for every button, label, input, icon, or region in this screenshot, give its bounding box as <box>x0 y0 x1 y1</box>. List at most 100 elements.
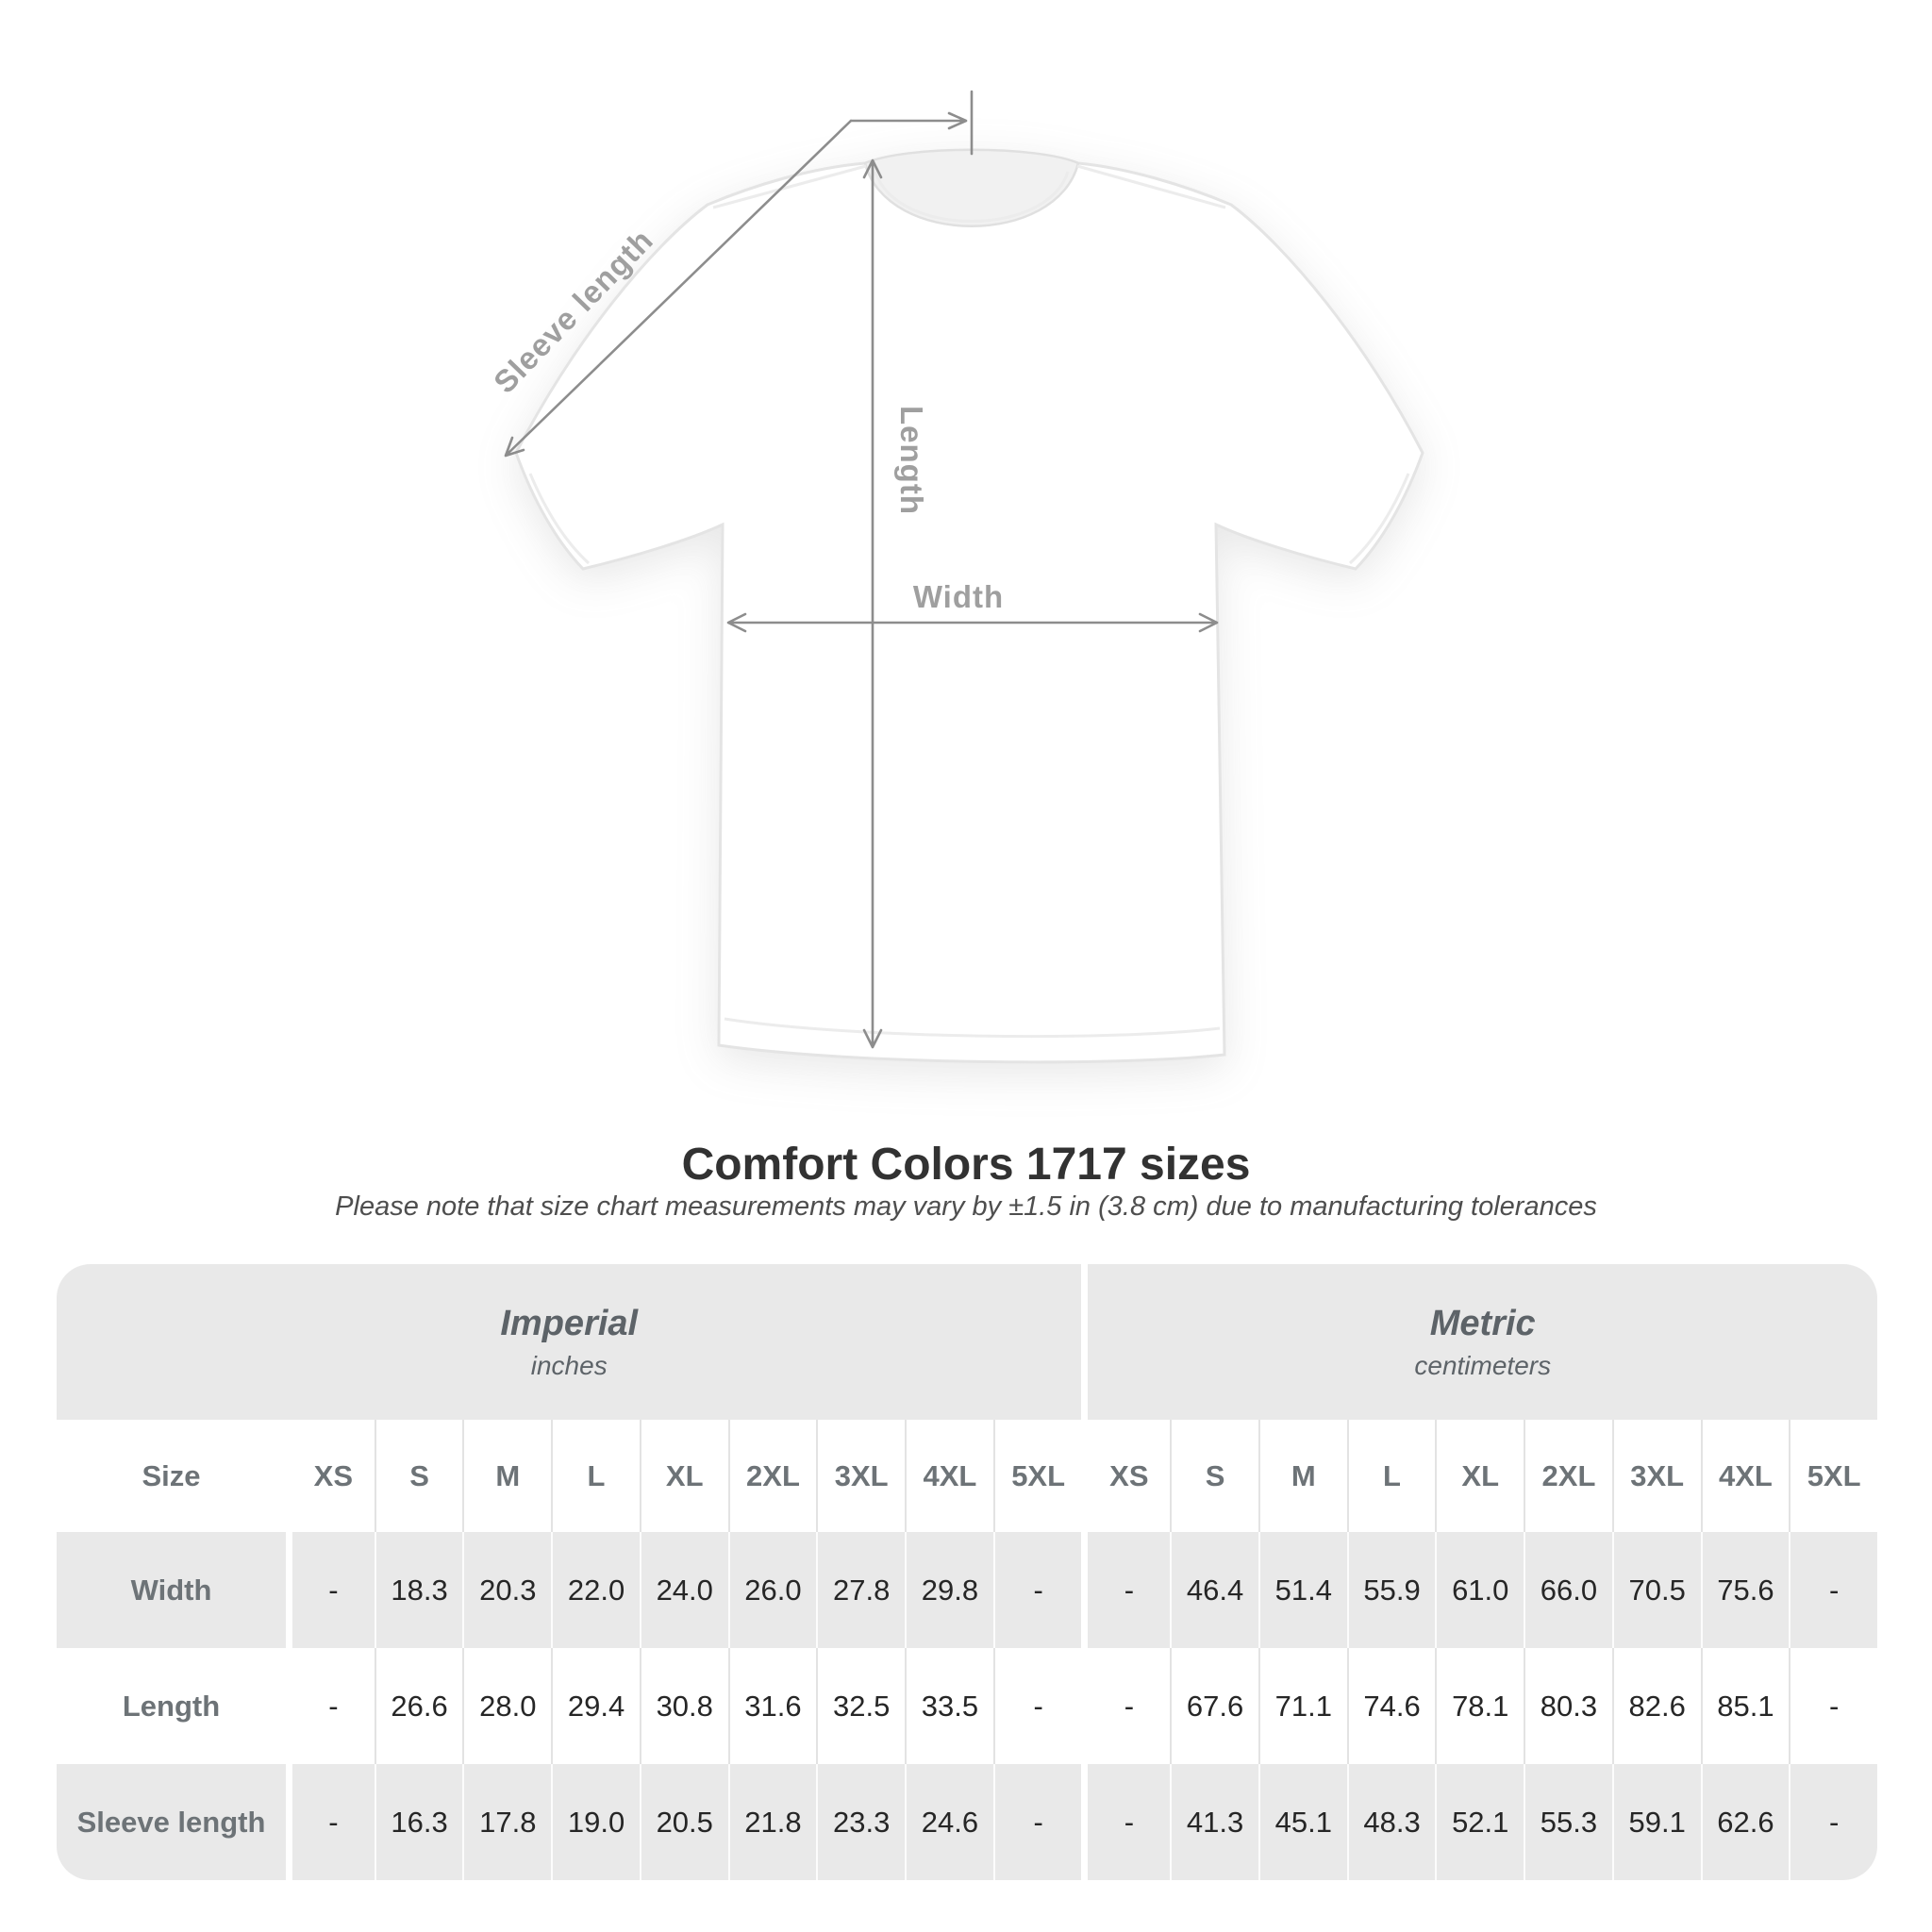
size-value-cell: - <box>1081 1764 1171 1880</box>
length-label: Length <box>894 406 929 515</box>
size-value-cell: 45.1 <box>1257 1764 1347 1880</box>
size-value-cell: 67.6 <box>1170 1648 1258 1764</box>
size-value-cell: 23.3 <box>816 1764 906 1880</box>
size-header-cell: L <box>551 1420 640 1532</box>
size-value-cell: 16.3 <box>374 1764 463 1880</box>
size-value-cell: 59.1 <box>1611 1764 1701 1880</box>
size-value-cell: 66.0 <box>1524 1532 1612 1648</box>
size-value-cell: 70.5 <box>1611 1532 1701 1648</box>
metric-section-header: Metric centimeters <box>1081 1264 1877 1420</box>
size-header-cell: 2XL <box>727 1420 817 1532</box>
size-header-cell: 5XL <box>992 1420 1082 1532</box>
size-value-cell: 27.8 <box>816 1532 906 1648</box>
size-value-cell: 24.0 <box>639 1532 728 1648</box>
right-sleeve-stitching <box>1348 473 1410 565</box>
size-value-cell: 30.8 <box>639 1648 728 1764</box>
size-value-cell: - <box>286 1532 375 1648</box>
size-value-cell: - <box>992 1532 1082 1648</box>
size-header-cell: 4XL <box>1700 1420 1790 1532</box>
size-header-cell: L <box>1346 1420 1436 1532</box>
size-value-cell: 52.1 <box>1435 1764 1524 1880</box>
size-value-cell: 55.3 <box>1524 1764 1612 1880</box>
size-value-cell: 29.4 <box>551 1648 640 1764</box>
size-value-cell: - <box>992 1648 1082 1764</box>
size-value-cell: 75.6 <box>1700 1532 1790 1648</box>
size-value-cell: 24.6 <box>905 1764 993 1880</box>
size-value-cell: 51.4 <box>1257 1532 1347 1648</box>
tshirt-illustration <box>514 148 1424 1064</box>
sleeve-length-horizontal-arrow <box>849 111 968 130</box>
page-subtitle: Please note that size chart measurements… <box>335 1191 1597 1222</box>
size-value-cell: 26.6 <box>374 1648 463 1764</box>
size-value-cell: 20.3 <box>462 1532 552 1648</box>
size-value-cell: - <box>1789 1648 1877 1764</box>
size-header-cell: XS <box>1081 1420 1171 1532</box>
size-value-cell: 31.6 <box>727 1648 817 1764</box>
tshirt-measurement-diagram: Sleeve length Length Width <box>487 90 1424 1064</box>
row-label: Length <box>57 1648 286 1764</box>
size-value-cell: 28.0 <box>462 1648 552 1764</box>
metric-section-title: Metric <box>1429 1303 1536 1343</box>
metric-section-unit: centimeters <box>1414 1350 1552 1380</box>
size-value-cell: 46.4 <box>1170 1532 1258 1648</box>
size-value-cell: 55.9 <box>1346 1532 1436 1648</box>
collar-ribbing <box>874 171 1070 223</box>
page-title: Comfort Colors 1717 sizes <box>681 1140 1251 1190</box>
size-value-cell: 20.5 <box>639 1764 728 1880</box>
size-value-cell: - <box>286 1764 375 1880</box>
size-header-cell: XS <box>286 1420 375 1532</box>
length-arrow <box>862 158 883 1049</box>
size-header-cell: XL <box>639 1420 728 1532</box>
size-value-cell: 32.5 <box>816 1648 906 1764</box>
size-corner-header: Size <box>57 1420 286 1532</box>
size-header-cell: XL <box>1435 1420 1524 1532</box>
right-shoulder-seam <box>1076 164 1226 209</box>
size-value-cell: 33.5 <box>905 1648 993 1764</box>
size-value-cell: 62.6 <box>1700 1764 1790 1880</box>
size-header-cell: 3XL <box>816 1420 906 1532</box>
size-value-cell: 41.3 <box>1170 1764 1258 1880</box>
size-value-cell: 17.8 <box>462 1764 552 1880</box>
size-value-cell: - <box>1081 1648 1171 1764</box>
size-header-cell: M <box>462 1420 552 1532</box>
imperial-section-title: Imperial <box>500 1303 639 1343</box>
size-value-cell: 21.8 <box>727 1764 817 1880</box>
imperial-section-header: Imperial inches <box>57 1264 1082 1420</box>
size-header-cell: S <box>1170 1420 1258 1532</box>
hem-stitching <box>724 1017 1221 1039</box>
size-header-cell: 5XL <box>1789 1420 1877 1532</box>
size-value-cell: 71.1 <box>1257 1648 1347 1764</box>
size-value-cell: 78.1 <box>1435 1648 1524 1764</box>
size-value-cell: 61.0 <box>1435 1532 1524 1648</box>
row-label: Width <box>57 1532 286 1648</box>
size-value-cell: 82.6 <box>1611 1648 1701 1764</box>
width-arrow <box>726 612 1219 633</box>
row-label: Sleeve length <box>57 1764 286 1880</box>
size-header-cell: 3XL <box>1611 1420 1701 1532</box>
size-value-cell: - <box>992 1764 1082 1880</box>
size-header-cell: M <box>1257 1420 1347 1532</box>
size-value-cell: 85.1 <box>1700 1648 1790 1764</box>
width-label: Width <box>913 579 1004 614</box>
collar-opening <box>863 148 1080 227</box>
size-header-cell: S <box>374 1420 463 1532</box>
size-table: Imperial inches Metric centimeters Size … <box>57 1264 1877 1880</box>
sleeve-length-diagonal-arrow <box>504 119 853 458</box>
size-value-cell: - <box>1081 1532 1171 1648</box>
size-value-cell: 48.3 <box>1346 1764 1436 1880</box>
size-header-cell: 4XL <box>905 1420 993 1532</box>
size-value-cell: - <box>286 1648 375 1764</box>
size-value-cell: - <box>1789 1532 1877 1648</box>
left-sleeve-stitching <box>528 473 591 565</box>
size-value-cell: 74.6 <box>1346 1648 1436 1764</box>
size-header-cell: 2XL <box>1524 1420 1612 1532</box>
size-value-cell: 80.3 <box>1524 1648 1612 1764</box>
size-value-cell: 22.0 <box>551 1532 640 1648</box>
size-value-cell: 26.0 <box>727 1532 817 1648</box>
size-value-cell: 18.3 <box>374 1532 463 1648</box>
size-value-cell: 19.0 <box>551 1764 640 1880</box>
size-value-cell: - <box>1789 1764 1877 1880</box>
measurement-arrows <box>504 90 1219 1049</box>
size-value-cell: 29.8 <box>905 1532 993 1648</box>
